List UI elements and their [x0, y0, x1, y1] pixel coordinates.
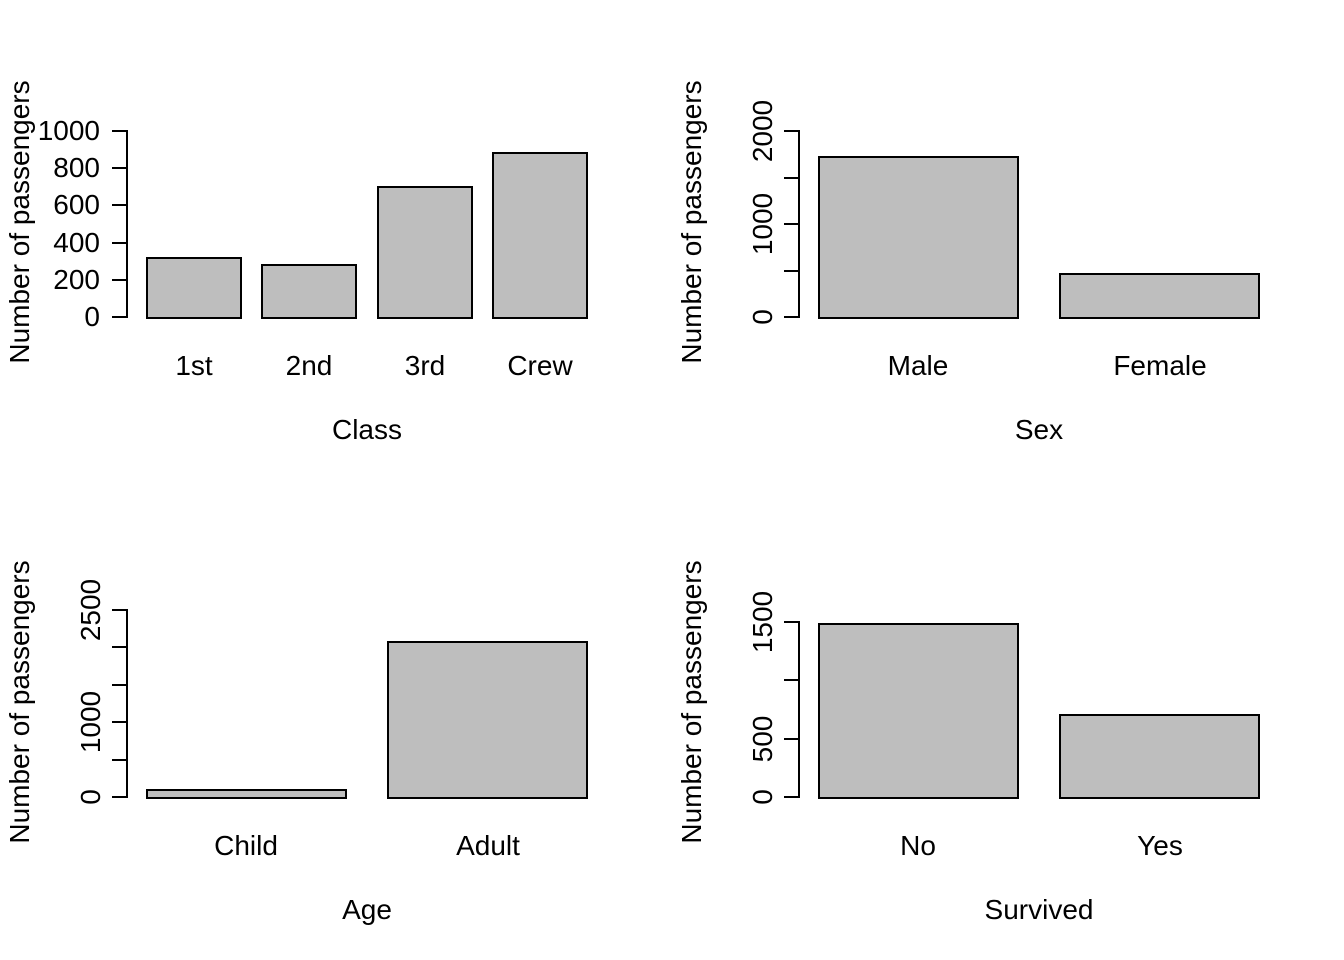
x-axis-title: Survived — [984, 894, 1094, 925]
bar-3rd — [377, 186, 473, 319]
y-tick — [784, 223, 798, 225]
y-tick — [112, 167, 126, 169]
y-tick — [112, 684, 126, 686]
y-tick — [112, 130, 126, 132]
y-axis-title: Number of passengers — [676, 560, 707, 844]
y-tick — [112, 609, 126, 611]
y-tick — [112, 721, 126, 723]
y-tick-label: 600 — [53, 189, 100, 220]
y-axis-title: Number of passengers — [676, 80, 707, 364]
x-tick-label: No — [900, 830, 936, 861]
y-axis-title: Number of passengers — [4, 80, 35, 364]
x-tick-label: 3rd — [404, 350, 446, 381]
x-tick-label: Adult — [456, 830, 520, 861]
y-tick — [784, 130, 798, 132]
bar-yes — [1059, 714, 1260, 799]
bar-male — [818, 156, 1019, 319]
y-tick-label: 2500 — [75, 578, 106, 642]
y-tick — [784, 316, 798, 318]
subplot-sex: Number of passengers 0 1000 2000 Male Female S… — [672, 0, 1344, 480]
x-tick-label: Crew — [507, 350, 573, 381]
y-tick — [112, 759, 126, 761]
y-tick-label: 800 — [53, 152, 100, 183]
x-tick-label: 1st — [175, 350, 213, 381]
y-tick — [784, 738, 798, 740]
x-tick-label: 2nd — [285, 350, 333, 381]
x-tick-label: Child — [214, 830, 278, 861]
y-tick-label: 0 — [84, 301, 100, 332]
x-axis-title: Age — [342, 894, 392, 925]
bar-no — [818, 623, 1019, 799]
subplot-age: Number of passengers 0 1000 2500 Child Adult A… — [0, 480, 672, 960]
y-axis-title: Number of passengers — [4, 560, 35, 844]
y-tick — [784, 270, 798, 272]
x-tick-label: Female — [1113, 350, 1207, 381]
y-axis-line — [126, 609, 128, 798]
bar-adult — [387, 641, 588, 799]
bar-2nd — [261, 264, 357, 319]
y-tick — [784, 679, 798, 681]
bar-1st — [146, 257, 242, 319]
subplot-class: Number of passengers 0 200 400 600 800 1000 1st… — [0, 0, 672, 480]
bar-female — [1059, 273, 1260, 319]
y-tick-label: 2000 — [747, 99, 778, 163]
x-tick-label: Male — [887, 350, 949, 381]
y-tick — [112, 279, 126, 281]
y-tick-label: 200 — [53, 264, 100, 295]
subplot-survived: Number of passengers 0 500 1500 No Yes Survive… — [672, 480, 1344, 960]
y-tick-label: 1000 — [37, 115, 100, 146]
y-tick — [112, 316, 126, 318]
y-axis-line — [798, 130, 800, 318]
y-tick — [784, 621, 798, 623]
x-tick-label: Yes — [1137, 830, 1183, 861]
y-tick — [784, 796, 798, 798]
x-axis-title: Sex — [1014, 414, 1064, 445]
y-axis-line — [798, 621, 800, 798]
y-tick-label: 400 — [53, 227, 100, 258]
bar-crew — [492, 152, 588, 319]
bar-child — [146, 789, 347, 799]
y-axis-line — [126, 130, 128, 318]
y-tick — [112, 204, 126, 206]
y-tick — [112, 646, 126, 648]
y-tick-label: 1500 — [747, 590, 778, 654]
y-tick — [112, 242, 126, 244]
x-axis-title: Class — [331, 414, 402, 445]
y-tick — [784, 177, 798, 179]
y-tick — [112, 796, 126, 798]
